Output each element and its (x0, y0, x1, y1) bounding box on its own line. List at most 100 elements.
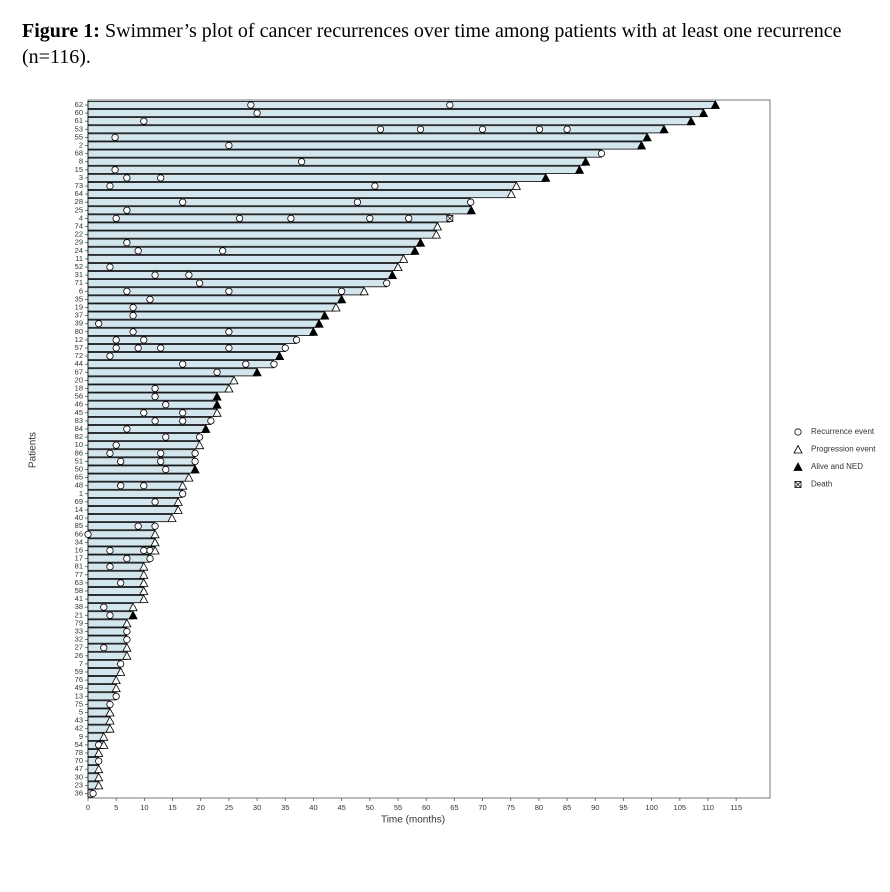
legend-label: Recurrence event (811, 427, 875, 436)
recurrence-marker (242, 360, 250, 368)
y-tick-label: 50 (75, 464, 83, 473)
bar (87, 230, 437, 239)
recurrence-marker (134, 522, 142, 530)
y-tick-label: 4 (79, 213, 83, 222)
recurrence-marker (112, 441, 120, 449)
recurrence-marker (140, 482, 148, 490)
recurrence-marker (383, 279, 391, 287)
recurrence-marker (446, 101, 454, 109)
recurrence-marker (146, 295, 154, 303)
recurrence-marker (179, 360, 187, 368)
recurrence-marker (112, 692, 120, 700)
recurrence-marker (225, 328, 233, 336)
bar (87, 303, 337, 312)
bar (87, 165, 580, 174)
legend-symbol (793, 462, 803, 471)
end-marker (224, 383, 234, 393)
legend-label: Death (811, 480, 832, 489)
end-marker (274, 351, 285, 361)
recurrence-marker (123, 239, 131, 247)
bar (87, 684, 117, 693)
y-tick-label: 38 (75, 602, 83, 611)
bar (87, 157, 587, 166)
recurrence-marker (129, 311, 137, 320)
recurrence-marker (123, 627, 131, 636)
x-tick-label: 35 (281, 803, 289, 812)
bar (87, 141, 642, 150)
y-tick-label: 5 (79, 707, 83, 716)
y-tick-label: 84 (75, 424, 83, 433)
end-marker (128, 610, 138, 620)
legend-symbol (794, 481, 802, 488)
y-tick-label: 61 (75, 116, 83, 125)
y-tick-label: 19 (75, 302, 83, 311)
bar (87, 376, 235, 385)
bar (87, 578, 145, 587)
recurrence-marker (467, 198, 475, 206)
recurrence-marker (95, 320, 103, 328)
y-tick-label: 82 (75, 432, 83, 441)
y-tick-label: 78 (75, 748, 83, 757)
x-tick-label: 55 (394, 803, 402, 812)
bar (87, 206, 472, 215)
bar (87, 530, 156, 539)
bar (87, 489, 184, 498)
end-marker (190, 464, 200, 474)
y-tick-label: 48 (75, 481, 83, 490)
x-tick-label: 90 (591, 803, 599, 812)
recurrence-marker (112, 344, 120, 352)
end-marker (308, 326, 319, 336)
y-tick-label: 62 (75, 100, 83, 109)
y-tick-label: 65 (75, 473, 83, 482)
recurrence-marker (281, 344, 289, 352)
recurrence-marker (106, 700, 114, 709)
bar (87, 181, 517, 190)
y-tick-label: 55 (75, 132, 83, 141)
recurrence-marker (236, 214, 244, 222)
bar (87, 554, 151, 563)
end-marker (201, 424, 211, 433)
x-tick-label: 110 (702, 803, 714, 812)
y-tick-label: 16 (75, 545, 83, 554)
end-marker (466, 205, 476, 215)
x-tick-label: 80 (535, 803, 543, 812)
y-tick-label: 40 (75, 513, 83, 522)
y-tick-label: 86 (75, 448, 83, 457)
y-tick-label: 58 (75, 586, 83, 595)
bar (87, 627, 128, 636)
bar (87, 481, 184, 490)
bar (87, 279, 388, 288)
recurrence-marker (353, 198, 362, 206)
end-marker (686, 116, 696, 126)
end-marker (94, 748, 104, 757)
recurrence-marker (253, 109, 261, 117)
recurrence-marker (123, 206, 131, 214)
recurrence-marker (225, 287, 233, 295)
y-tick-label: 13 (75, 691, 83, 700)
end-marker (229, 375, 239, 385)
chart-title: Figure 1: Swimmer’s plot of cancer recur… (22, 18, 872, 70)
recurrence-marker (535, 125, 544, 133)
x-tick-label: 10 (140, 803, 148, 812)
x-tick-label: 40 (309, 803, 317, 812)
y-tick-label: 76 (75, 675, 83, 684)
legend-label: Alive and NED (811, 462, 863, 471)
recurrence-marker (298, 158, 306, 166)
recurrence-marker (106, 263, 114, 271)
end-marker (511, 181, 522, 190)
end-marker (432, 221, 443, 231)
bar (87, 603, 134, 612)
bar (87, 619, 128, 628)
bar (87, 238, 421, 247)
end-marker (446, 214, 454, 222)
y-tick-label: 10 (75, 440, 83, 449)
end-marker (642, 132, 652, 142)
y-tick-label: 66 (75, 529, 83, 538)
bar (87, 173, 547, 182)
end-marker (636, 140, 647, 150)
recurrence-marker (123, 635, 131, 644)
recurrence-marker (123, 174, 131, 182)
recurrence-marker (207, 417, 215, 425)
